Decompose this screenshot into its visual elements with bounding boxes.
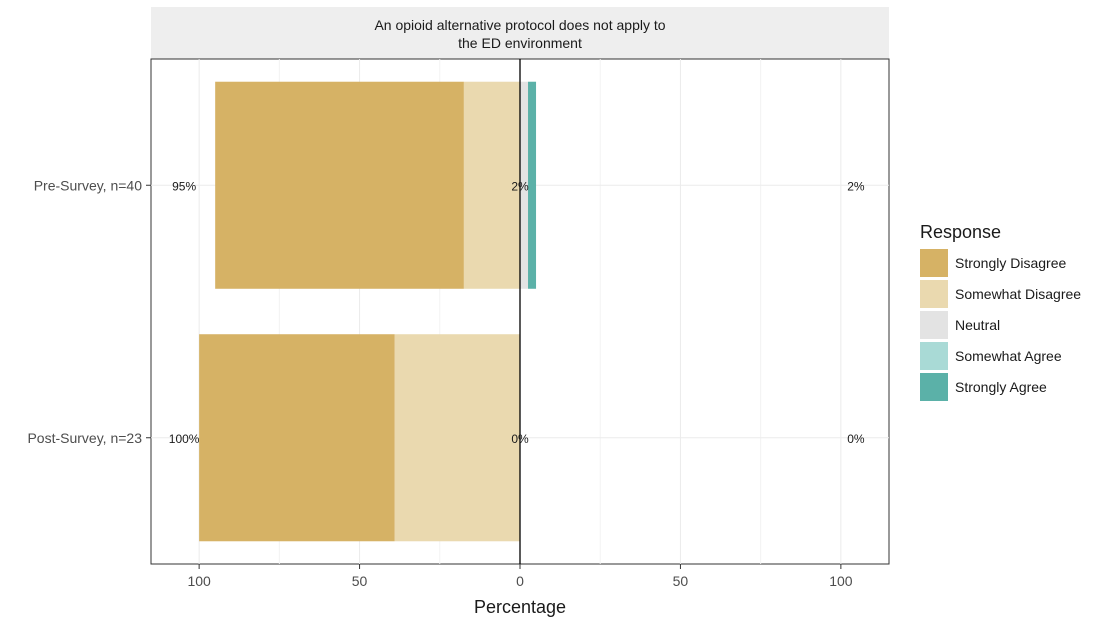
data-label-right: 2% [847,179,865,193]
legend-label: Somewhat Agree [955,348,1062,364]
data-label-center: 0% [511,432,529,446]
data-label-center: 2% [511,179,529,193]
x-tick-label: 100 [829,573,853,589]
legend-key [920,373,948,401]
data-label-left: 100% [169,432,200,446]
legend-key [920,249,948,277]
x-axis: 100 50 0 50 100 [187,564,852,589]
legend: Response Strongly Disagree Somewhat Disag… [920,222,1081,401]
legend-key [920,280,948,308]
bar-strongly-disagree [215,82,464,289]
y-axis: Pre-Survey, n=40 Post-Survey, n=23 [27,177,151,446]
bar-somewhat-disagree [395,334,520,541]
chart-title-line-2: the ED environment [458,35,582,51]
x-tick-label: 100 [187,573,211,589]
data-label-right: 0% [847,432,865,446]
legend-label: Strongly Agree [955,379,1047,395]
legend-label: Strongly Disagree [955,255,1066,271]
y-tick-label: Pre-Survey, n=40 [34,177,143,193]
bar-strongly-agree [528,82,536,289]
data-label-left: 95% [172,179,196,193]
x-tick-label: 0 [516,573,524,589]
legend-label: Somewhat Disagree [955,286,1081,302]
x-tick-label: 50 [352,573,368,589]
facet-strip [151,7,889,59]
x-tick-label: 50 [673,573,689,589]
y-tick-label: Post-Survey, n=23 [27,430,142,446]
legend-title: Response [920,222,1001,242]
legend-label: Neutral [955,317,1000,333]
bar-strongly-disagree [199,334,394,541]
legend-key [920,311,948,339]
legend-key [920,342,948,370]
chart-title-line-1: An opioid alternative protocol does not … [374,17,665,33]
x-axis-title: Percentage [474,597,566,617]
